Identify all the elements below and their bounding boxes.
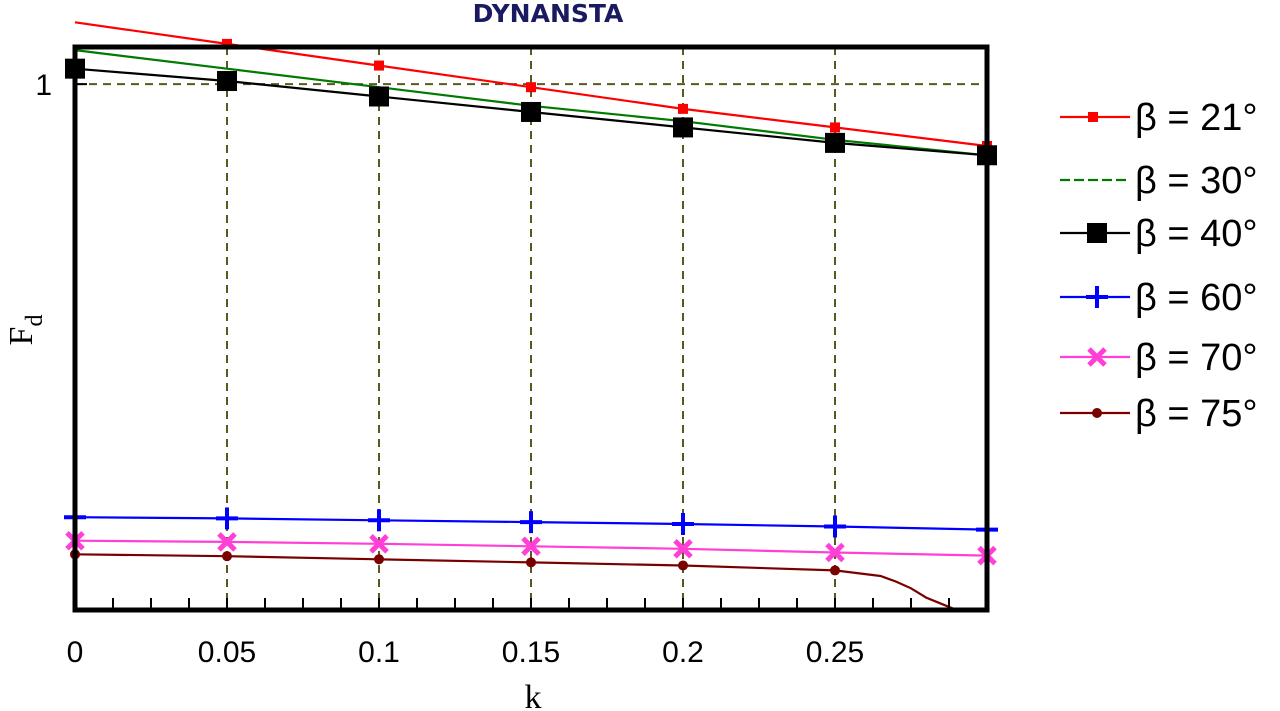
legend-label: β = 60°	[1135, 277, 1258, 319]
data-point-marker	[216, 507, 238, 530]
data-point-marker	[374, 60, 384, 71]
x-axis-label: k	[525, 679, 542, 711]
legend-item: β = 21°	[1060, 97, 1258, 139]
legend-label: β = 30°	[1135, 160, 1258, 202]
legend-item: β = 75°	[1060, 393, 1258, 435]
legend: β = 21° β = 30° β = 40° β = 60° β = 70° β = 7…	[1060, 97, 1258, 435]
data-point-marker	[526, 557, 536, 568]
data-point-marker	[678, 103, 688, 114]
data-point-marker	[824, 515, 846, 538]
data-point-marker	[369, 86, 389, 107]
x-tick-label: 0.1	[358, 636, 400, 669]
x-tick-label: 0.05	[198, 636, 256, 669]
x-tick-label: 0.15	[502, 636, 560, 669]
data-point-marker	[825, 132, 845, 153]
y-axis-label: Fd	[3, 315, 48, 346]
data-point-marker	[222, 38, 232, 49]
legend-item: β = 70°	[1060, 337, 1258, 379]
x-tick-label: 0.2	[662, 636, 704, 669]
data-point-marker	[672, 513, 694, 536]
data-point-marker	[520, 511, 542, 534]
x-tick-label: 0	[67, 636, 84, 669]
y-axis-label-group: Fd	[3, 315, 48, 346]
data-point-marker	[217, 532, 237, 552]
legend-label: β = 70°	[1135, 337, 1258, 379]
x-tick-label: 0.25	[806, 636, 864, 669]
data-point-marker	[521, 536, 541, 557]
data-point-marker	[1087, 347, 1107, 367]
data-point-marker	[1087, 223, 1107, 243]
data-point-marker	[1086, 286, 1108, 308]
y-axis-label-sub: d	[22, 315, 48, 327]
data-point-marker	[526, 82, 536, 93]
legend-label: β = 21°	[1135, 97, 1258, 139]
data-point-marker	[673, 117, 693, 138]
data-point-marker	[678, 560, 688, 571]
legend-item: β = 30°	[1060, 160, 1258, 202]
axis-ticks: 0 0.05 0.1 0.15 0.2 0.25 1	[35, 69, 950, 669]
legend-label: β = 40°	[1135, 213, 1258, 255]
series-markers	[64, 38, 998, 576]
data-point-marker	[673, 538, 693, 559]
legend-label: β = 75°	[1135, 393, 1258, 435]
chart-title: DYNANSTA	[473, 0, 624, 28]
legend-item: β = 40°	[1060, 213, 1258, 255]
legend-item: β = 60°	[1060, 277, 1258, 319]
plot-area-frame	[72, 44, 990, 613]
data-point-marker	[374, 554, 384, 565]
y-tick-label: 1	[35, 69, 52, 102]
data-point-marker	[1092, 408, 1102, 418]
data-point-marker	[369, 534, 389, 554]
data-point-marker	[830, 122, 840, 133]
data-point-marker	[830, 565, 840, 576]
data-point-marker	[521, 101, 541, 122]
data-point-marker	[217, 71, 237, 92]
y-axis-label-main: F	[3, 327, 40, 346]
data-point-marker	[222, 551, 232, 562]
data-point-marker	[368, 509, 390, 532]
data-point-marker	[825, 542, 845, 563]
series-line	[74, 553, 958, 612]
data-point-marker	[1088, 112, 1098, 122]
